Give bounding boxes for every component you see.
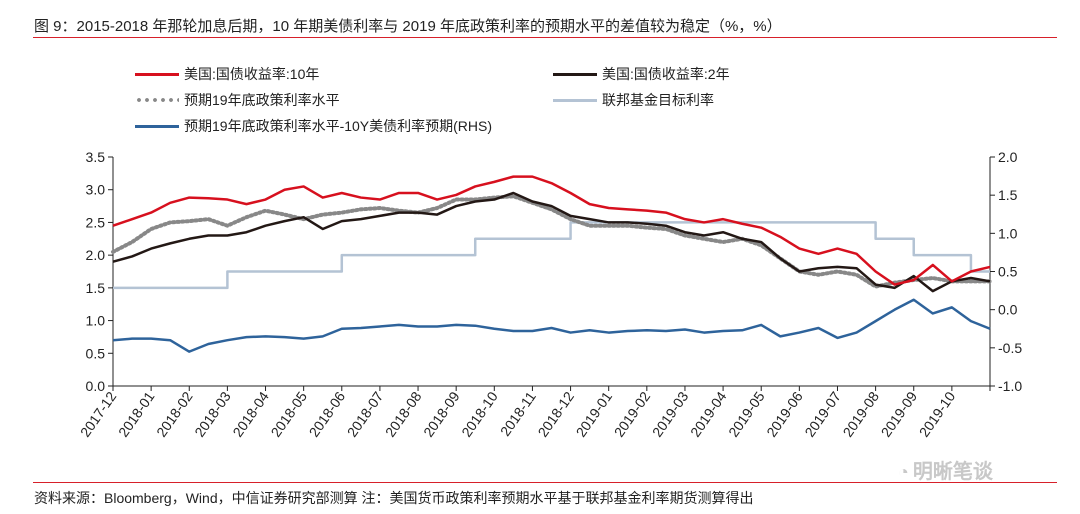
x-tick-label: 2019-07 — [801, 388, 844, 439]
x-tick-label: 2018-07 — [344, 388, 387, 439]
x-tick-label: 2018-03 — [191, 388, 234, 439]
legend-item-fed-funds-target: 联邦基金目标利率 — [553, 90, 714, 110]
left-tick-label: 3.0 — [86, 182, 106, 198]
x-tick-label: 2018-12 — [534, 388, 577, 439]
x-tick-label: 2019-04 — [687, 388, 730, 439]
x-tick-label: 2019-03 — [649, 388, 692, 439]
legend-label: 美国:国债收益率:2年 — [602, 66, 730, 82]
series-line-3 — [113, 221, 990, 290]
right-tick-label: 2.0 — [998, 149, 1018, 165]
x-tick-label: 2018-02 — [153, 388, 196, 439]
series-line-2 — [111, 194, 992, 289]
footer-divider — [33, 482, 1057, 483]
x-tick-label: 2018-08 — [382, 388, 425, 439]
right-tick-label: 0.0 — [998, 302, 1018, 318]
x-tick-label: 2017-12 — [77, 388, 120, 439]
legend-swatch — [553, 72, 597, 76]
x-tick-label: 2019-05 — [725, 388, 768, 439]
right-tick-label: -1.0 — [998, 378, 1022, 394]
left-tick-label: 1.0 — [86, 313, 106, 329]
x-tick-label: 2019-10 — [916, 388, 959, 439]
left-tick-label: 0.5 — [86, 345, 106, 361]
series-line-4 — [112, 298, 991, 353]
x-tick-label: 2019-02 — [611, 388, 654, 439]
source-note: 资料来源：Bloomberg，Wind，中信证券研究部测算 注：美国货币政策利率… — [34, 490, 754, 506]
left-tick-label: 1.5 — [86, 280, 106, 296]
legend-label: 联邦基金目标利率 — [602, 92, 714, 108]
legend-label: 美国:国债收益率:10年 — [184, 66, 320, 82]
figure-title: 图 9：2015-2018 年那轮加息后期，10 年期美债利率与 2019 年底… — [34, 18, 782, 35]
right-tick-label: 0.5 — [998, 264, 1018, 280]
legend-label: 预期19年底政策利率水平-10Y美债利率预期(RHS) — [184, 118, 493, 134]
legend-item-us2y: 美国:国债收益率:2年 — [553, 64, 730, 84]
legend-item-spread-rhs: 预期19年底政策利率水平-10Y美债利率预期(RHS) — [135, 116, 492, 136]
x-tick-label: 2018-04 — [229, 388, 272, 439]
x-tick-label: 2018-10 — [458, 388, 501, 439]
legend-swatch — [553, 98, 597, 102]
x-tick-label: 2018-09 — [420, 388, 463, 439]
x-tick-label: 2018-06 — [306, 388, 349, 439]
legend-swatch — [135, 98, 179, 102]
x-tick-label: 2019-01 — [573, 388, 616, 439]
left-tick-label: 2.5 — [86, 214, 106, 230]
left-tick-label: 0.0 — [86, 378, 106, 394]
wechat-icon: ◔ — [898, 462, 909, 482]
x-tick-label: 2019-09 — [878, 388, 921, 439]
x-tick-label: 2019-06 — [763, 388, 806, 439]
right-tick-label: -0.5 — [998, 340, 1022, 356]
legend-item-expected-policy-rate: 预期19年底政策利率水平 — [135, 90, 340, 110]
series-line-0 — [112, 175, 991, 286]
title-divider — [33, 37, 1057, 38]
x-tick-label: 2018-05 — [268, 388, 311, 439]
legend-swatch — [135, 124, 179, 128]
legend-swatch — [135, 72, 179, 76]
legend-item-us10y: 美国:国债收益率:10年 — [135, 64, 319, 84]
legend-label: 预期19年底政策利率水平 — [184, 92, 340, 108]
watermark-text: 明晰笔谈 — [912, 461, 993, 483]
series-line-1 — [112, 191, 991, 293]
left-tick-label: 2.0 — [86, 247, 106, 263]
right-tick-label: 1.0 — [998, 225, 1018, 241]
left-tick-label: 3.5 — [86, 149, 106, 165]
right-tick-label: 1.5 — [998, 187, 1018, 203]
x-tick-label: 2018-11 — [497, 388, 539, 439]
watermark: ◔ 明晰笔谈 — [898, 455, 993, 484]
x-tick-label: 2018-01 — [115, 388, 158, 439]
x-tick-label: 2019-08 — [839, 388, 882, 439]
